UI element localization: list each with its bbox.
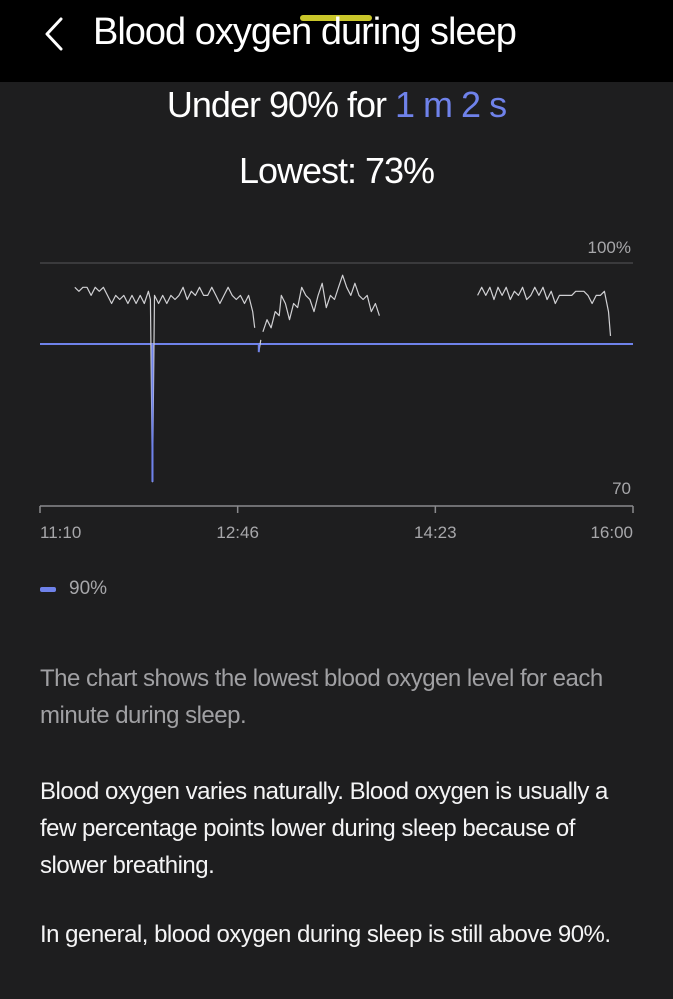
back-button[interactable] xyxy=(30,10,78,58)
info-paragraph-general: In general, blood oxygen during sleep is… xyxy=(40,921,611,948)
blood-oxygen-chart: 11:10 12:46 14:23 16:00 100% 70 xyxy=(39,238,634,542)
highlight-mark xyxy=(300,15,372,21)
page-title: Blood oxygen during sleep xyxy=(93,11,517,53)
app-header: Blood oxygen during sleep xyxy=(0,0,673,82)
chart-legend: 90% xyxy=(40,578,107,600)
chart-description: The chart shows the lowest blood oxygen … xyxy=(40,665,603,729)
oxygen-series-line-3 xyxy=(477,286,612,336)
chevron-left-icon xyxy=(45,17,63,51)
oxygen-series-line-2 xyxy=(262,274,380,332)
x-tick-label-3: 16:00 xyxy=(590,523,633,542)
x-tick-label-1: 12:46 xyxy=(216,523,259,542)
legend-swatch-90 xyxy=(40,586,56,592)
x-tick-label-0: 11:10 xyxy=(40,523,81,542)
oxygen-series-line-0 xyxy=(74,286,256,483)
x-tick-label-2: 14:23 xyxy=(414,523,457,542)
info-paragraph-variation: Blood oxygen varies naturally. Blood oxy… xyxy=(40,778,608,879)
y-tick-label-bottom: 70 xyxy=(612,479,631,498)
under-threshold-duration: 1 m 2 s xyxy=(395,84,507,125)
under-threshold-label: Under 90% for xyxy=(166,84,396,125)
lowest-value-summary: Lowest: 73% xyxy=(238,150,435,191)
y-tick-label-top: 100% xyxy=(588,238,631,257)
under-threshold-summary: Under 90% for 1 m 2 s xyxy=(0,84,673,126)
legend-label-90: 90% xyxy=(69,578,108,599)
